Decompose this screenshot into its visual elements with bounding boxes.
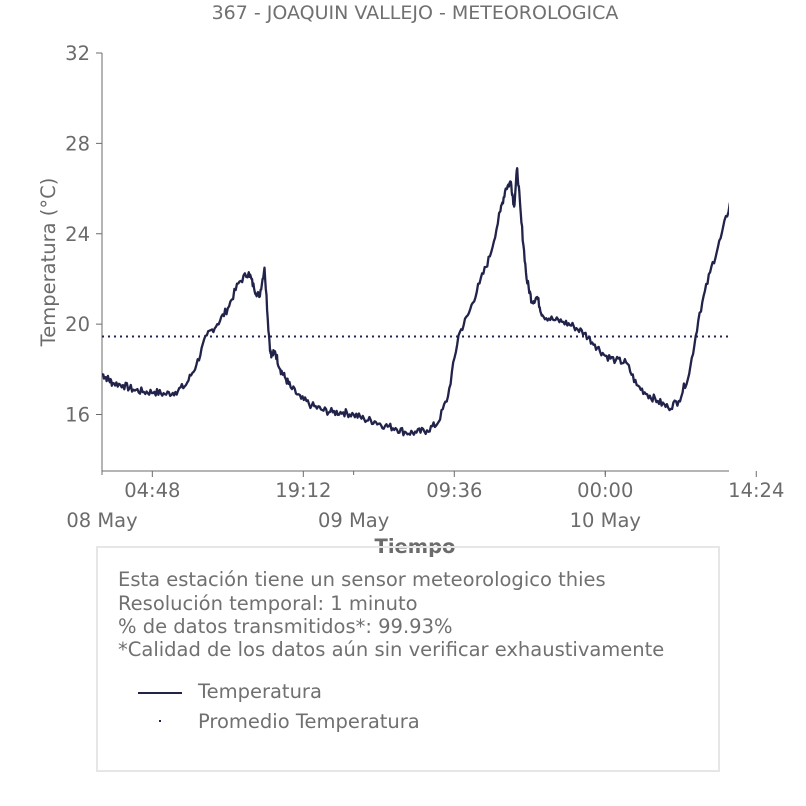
x-date-label: 09 May [318,509,389,532]
temperature-series-line [102,167,729,437]
info-quality-text: *Calidad de los datos aún sin verificar … [118,638,665,661]
x-date-label: 08 May [66,509,137,532]
info-sensor-text: Esta estación tiene un sensor meteorolog… [118,568,606,591]
legend-label: Promedio Temperatura [198,710,420,733]
legend-label: Temperatura [198,680,322,703]
x-tick-label: 00:00 [577,479,633,502]
x-tick-label: 19:12 [275,479,331,502]
info-resolution-text: Resolución temporal: 1 minuto [118,592,418,615]
series-group [102,167,729,437]
x-tick-label: 09:36 [426,479,482,502]
info-transmitted-text: % de datos transmitidos*: 99.93% [118,615,453,638]
chart-title: 367 - JOAQUIN VALLEJO - METEOROLOGICA [211,2,619,24]
legend-dot-icon [159,720,161,722]
axes [101,53,729,472]
y-tick-label: 16 [65,404,90,427]
info-box: Esta estación tiene un sensor meteorolog… [96,546,720,772]
y-tick-label: 32 [65,42,90,65]
x-tick-label: 14:24 [728,479,784,502]
y-tick-label: 24 [65,223,90,246]
y-tick-label: 28 [65,132,90,155]
y-axis-label: Temperatura (°C) [37,178,60,348]
tick-group: 16 20 24 28 32 04:48 19:12 09:36 00:00 14:24 08 Ma… [65,42,784,532]
temperature-chart: 16 20 24 28 32 04:48 19:12 09:36 00:00 14:24 08 Ma… [37,42,784,558]
y-tick-label: 20 [65,313,90,336]
legend-line-icon [138,692,182,694]
x-date-label: 10 May [570,509,641,532]
x-tick-label: 04:48 [124,479,180,502]
